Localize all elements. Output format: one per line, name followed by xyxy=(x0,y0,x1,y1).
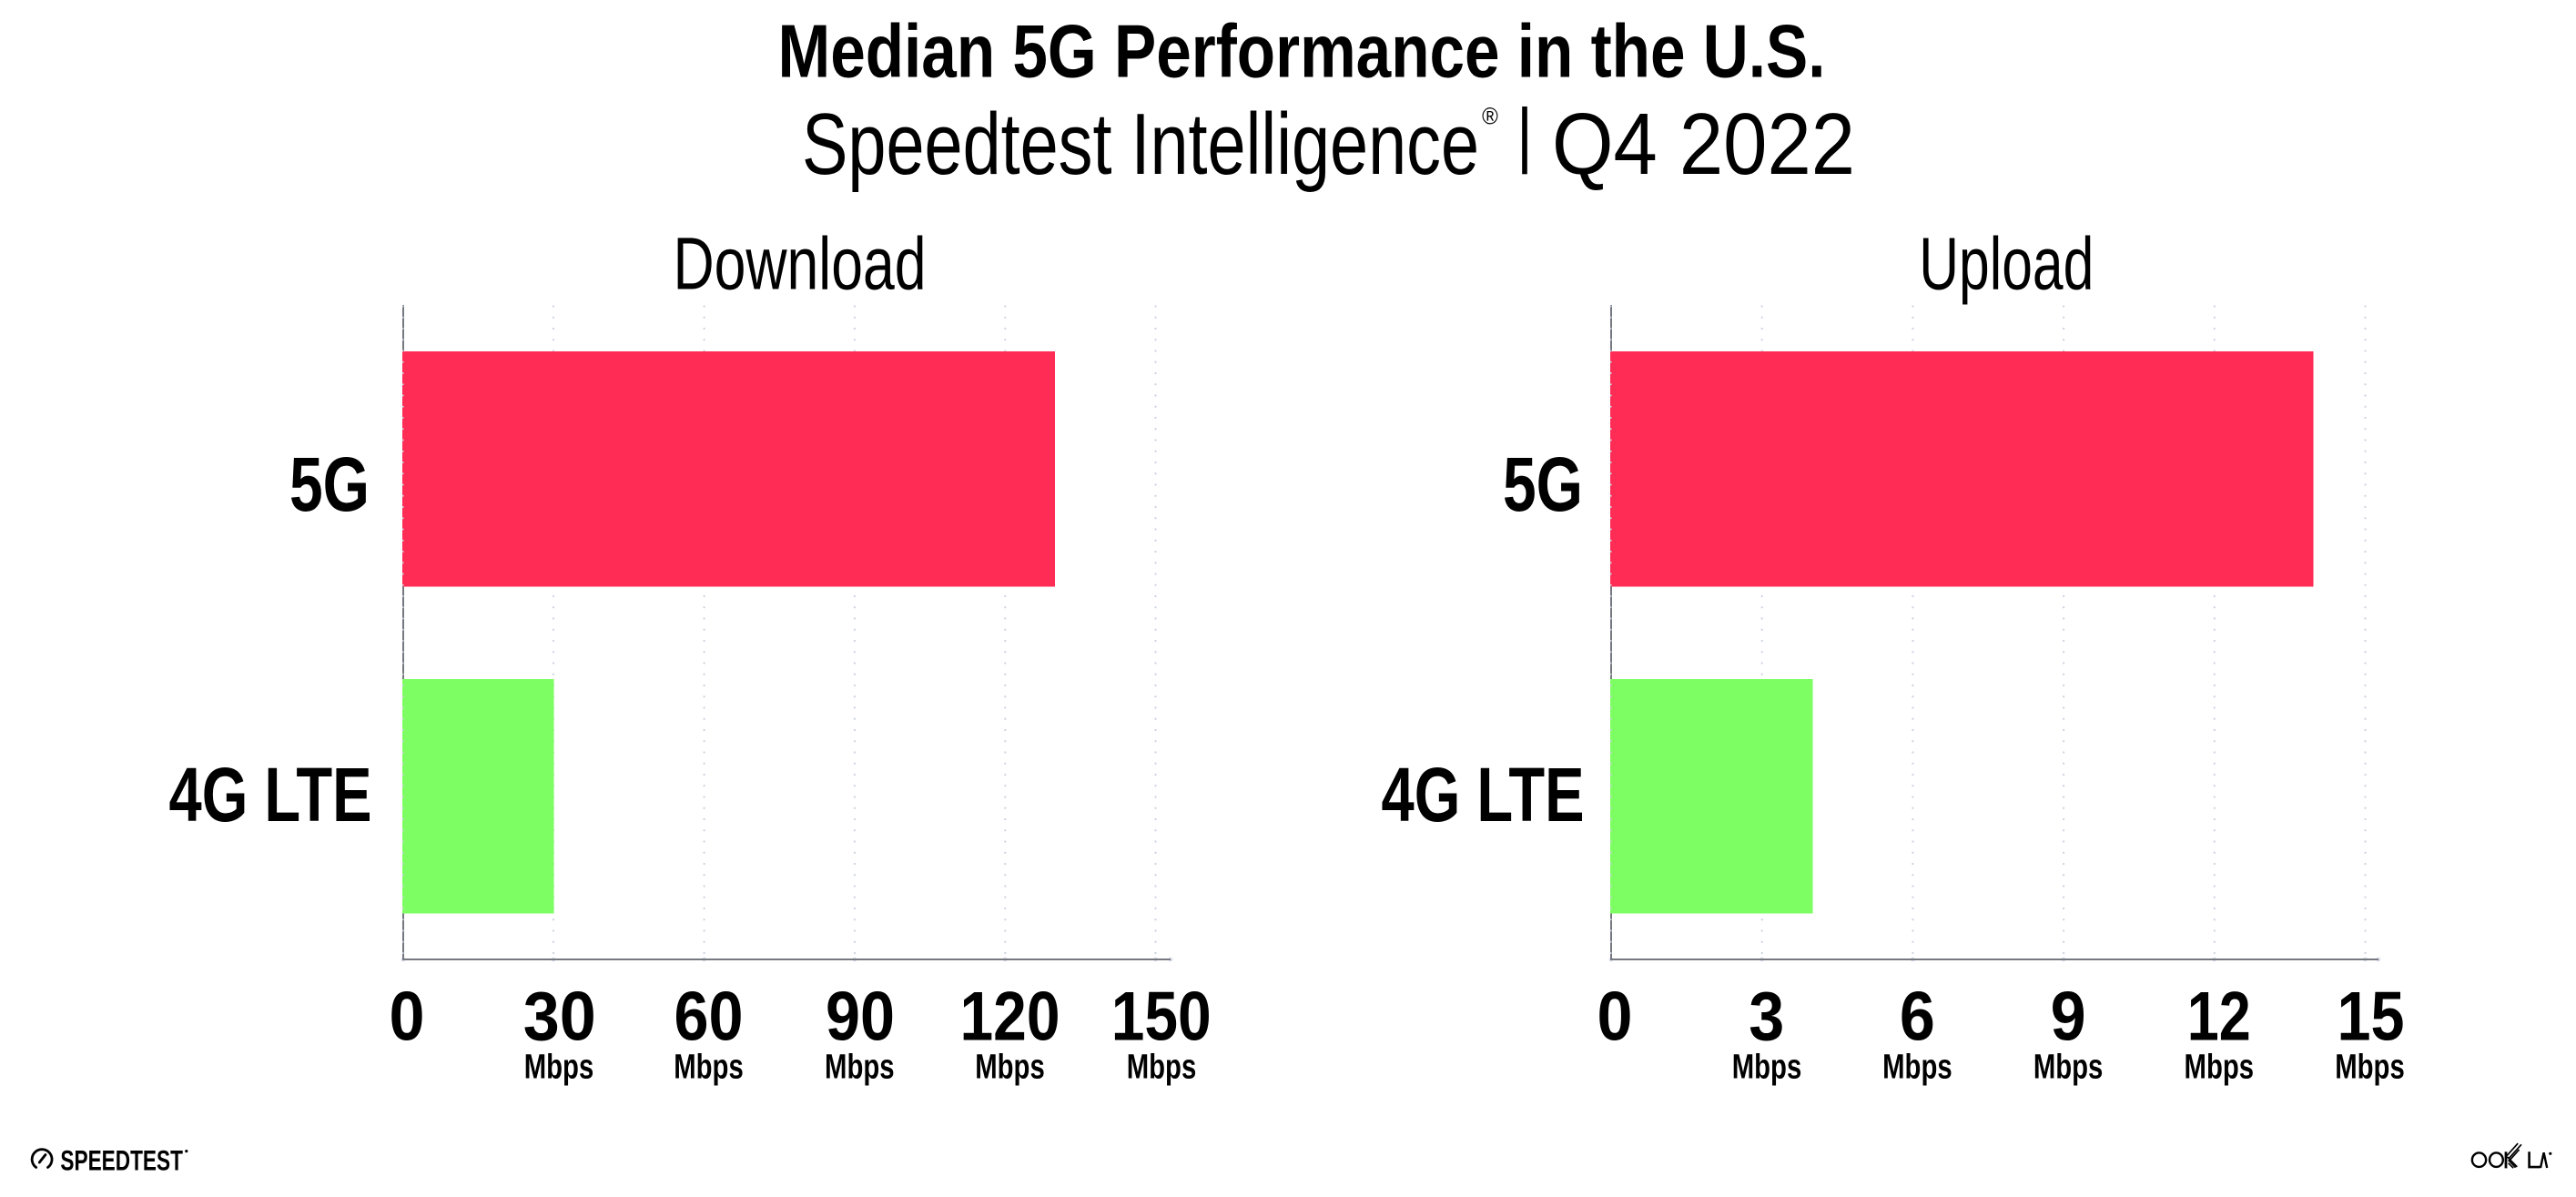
svg-text:150: 150 xyxy=(1111,978,1212,1055)
svg-text:5G: 5G xyxy=(1503,441,1583,527)
svg-text:Mbps: Mbps xyxy=(825,1049,895,1087)
svg-text:90: 90 xyxy=(826,978,895,1055)
svg-text:0: 0 xyxy=(1597,978,1633,1055)
svg-text:Mbps: Mbps xyxy=(1732,1049,1802,1087)
svg-text:3: 3 xyxy=(1749,978,1784,1055)
svg-text:60: 60 xyxy=(674,978,744,1055)
svg-text:Q4 2022: Q4 2022 xyxy=(1552,96,1855,193)
svg-text:Download: Download xyxy=(674,222,927,305)
svg-text:Mbps: Mbps xyxy=(674,1049,744,1087)
svg-text:30: 30 xyxy=(523,978,596,1055)
svg-text:12: 12 xyxy=(2187,978,2251,1055)
svg-text:Median 5G Performance in the U: Median 5G Performance in the U.S. xyxy=(778,9,1826,94)
svg-text:Mbps: Mbps xyxy=(2185,1049,2255,1087)
svg-text:Mbps: Mbps xyxy=(2335,1049,2405,1087)
svg-text:120: 120 xyxy=(960,978,1060,1055)
svg-text:4G LTE: 4G LTE xyxy=(169,751,372,837)
svg-text:15: 15 xyxy=(2338,978,2405,1055)
svg-text:Mbps: Mbps xyxy=(2033,1049,2104,1087)
svg-text:Mbps: Mbps xyxy=(524,1049,594,1087)
svg-text:0: 0 xyxy=(390,978,425,1055)
svg-text:4G LTE: 4G LTE xyxy=(1382,751,1585,837)
svg-text:6: 6 xyxy=(1900,978,1935,1055)
svg-text:9: 9 xyxy=(2051,978,2086,1055)
svg-text:5G: 5G xyxy=(289,441,370,527)
svg-text:Mbps: Mbps xyxy=(1127,1049,1197,1087)
svg-text:SPEEDTEST: SPEEDTEST xyxy=(60,1143,183,1176)
svg-text:®: ® xyxy=(1482,104,1498,129)
svg-text:Mbps: Mbps xyxy=(1882,1049,1952,1087)
svg-text:Upload: Upload xyxy=(1919,222,2094,305)
svg-text:Speedtest Intelligence: Speedtest Intelligence xyxy=(802,96,1479,193)
svg-text:Mbps: Mbps xyxy=(975,1049,1045,1087)
